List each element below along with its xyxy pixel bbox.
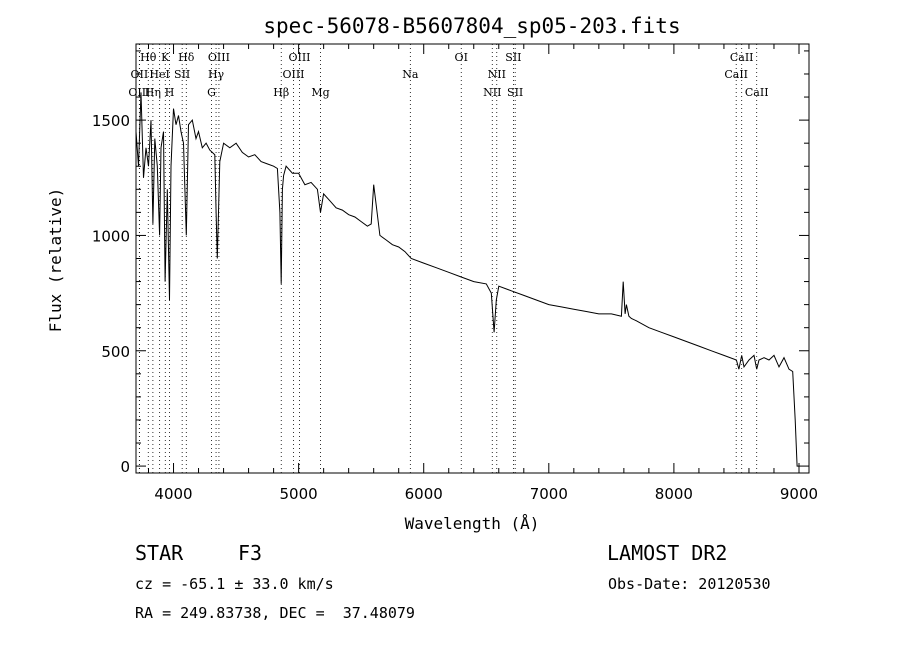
line-label: Mg [311,86,329,99]
chart-title: spec-56078-B5607804_sp05-203.fits [263,14,680,38]
redshift-text: cz = -65.1 ± 33.0 km/s [135,575,334,593]
line-label: OII [131,68,149,81]
line-label: NII [488,68,506,81]
line-label: H [165,86,175,99]
line-label: Hβ [273,86,289,99]
line-label: OIII [282,68,304,81]
line-label: SII [174,68,190,81]
line-label: OIII [128,86,150,99]
x-axis-label: Wavelength (Å) [405,514,540,533]
x-tick-label: 7000 [530,485,568,503]
line-label: SII [507,86,523,99]
y-tick-label: 0 [120,458,130,476]
x-tick-label: 6000 [405,485,443,503]
coordinates-text: RA = 249.83738, DEC = 37.48079 [135,604,415,622]
object-subclass: F3 [238,541,263,565]
line-label: HeI [149,68,169,81]
y-tick-label: 1500 [92,112,130,130]
line-label: CaII [730,51,754,64]
y-tick-label: 1000 [92,227,130,245]
line-label: G [207,86,216,99]
y-axis-label: Flux (relative) [46,188,65,333]
survey-name: LAMOST DR2 [607,541,728,565]
line-label: Hδ [178,51,195,64]
plot-frame [135,43,810,474]
spectrum-line [135,92,799,467]
line-label: NII [483,86,501,99]
line-label: K [161,51,170,64]
line-label: Hγ [208,68,225,81]
line-label: SII [505,51,521,64]
x-tick-label: 8000 [655,485,693,503]
line-label: OI [455,51,468,64]
x-tick-label: 5000 [280,485,318,503]
line-label: Hη [145,86,161,99]
line-label: Hθ [140,51,157,64]
line-label: CaII [745,86,769,99]
line-label: OIII [288,51,310,64]
line-label: OIII [208,51,230,64]
x-tick-label: 4000 [154,485,192,503]
line-label: Na [402,68,419,81]
x-tick-label: 9000 [780,485,818,503]
line-label: CaII [724,68,748,81]
object-class: STAR [135,541,184,565]
y-tick-label: 500 [101,343,130,361]
obs-date-text: Obs-Date: 20120530 [608,575,771,593]
